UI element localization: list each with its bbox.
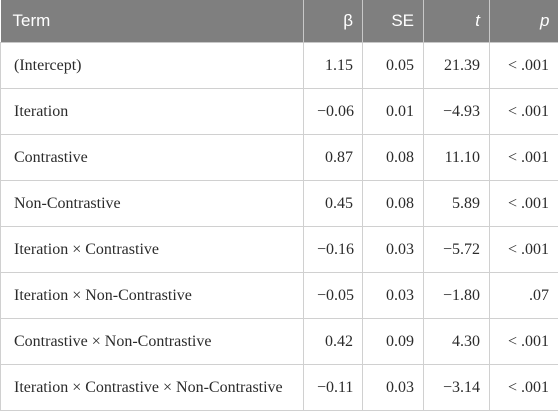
se-cell: 0.05 [362, 42, 424, 89]
beta-cell: −0.06 [303, 88, 363, 135]
t-cell: 21.39 [423, 42, 490, 89]
se-cell: 0.03 [362, 364, 424, 411]
term-cell: Contrastive × Non-Contrastive [0, 318, 304, 365]
header-p: p [489, 0, 558, 43]
table-row: Contrastive 0.87 0.08 11.10 < .001 [0, 134, 558, 181]
t-cell: −5.72 [423, 226, 490, 273]
term-cell: Non-Contrastive [0, 180, 304, 227]
t-cell: −1.80 [423, 272, 490, 319]
se-cell: 0.08 [362, 134, 424, 181]
header-se: SE [362, 0, 424, 43]
se-cell: 0.08 [362, 180, 424, 227]
beta-cell: 0.87 [303, 134, 363, 181]
se-cell: 0.03 [362, 226, 424, 273]
beta-cell: −0.11 [303, 364, 363, 411]
t-cell: 4.30 [423, 318, 490, 365]
header-row: Term β SE t p [0, 0, 558, 43]
term-cell: Contrastive [0, 134, 304, 181]
header-beta: β [303, 0, 363, 43]
table-row: Iteration −0.06 0.01 −4.93 < .001 [0, 88, 558, 135]
t-cell: −4.93 [423, 88, 490, 135]
p-cell: < .001 [489, 88, 558, 135]
p-cell: < .001 [489, 318, 558, 365]
table-row: Contrastive × Non-Contrastive 0.42 0.09 … [0, 318, 558, 365]
se-cell: 0.03 [362, 272, 424, 319]
t-cell: −3.14 [423, 364, 490, 411]
term-cell: (Intercept) [0, 42, 304, 89]
t-cell: 5.89 [423, 180, 490, 227]
table-row: Iteration × Contrastive × Non-Contrastiv… [0, 364, 558, 411]
table-row: Iteration × Non-Contrastive −0.05 0.03 −… [0, 272, 558, 319]
term-cell: Iteration × Contrastive × Non-Contrastiv… [0, 364, 304, 411]
beta-cell: 0.42 [303, 318, 363, 365]
se-cell: 0.09 [362, 318, 424, 365]
p-cell: < .001 [489, 364, 558, 411]
header-term: Term [0, 0, 304, 43]
beta-cell: 1.15 [303, 42, 363, 89]
beta-cell: −0.16 [303, 226, 363, 273]
p-cell: < .001 [489, 226, 558, 273]
p-cell: < .001 [489, 180, 558, 227]
table-row: (Intercept) 1.15 0.05 21.39 < .001 [0, 42, 558, 89]
term-cell: Iteration [0, 88, 304, 135]
beta-cell: 0.45 [303, 180, 363, 227]
p-cell: .07 [489, 272, 558, 319]
header-t: t [423, 0, 490, 43]
term-cell: Iteration × Non-Contrastive [0, 272, 304, 319]
beta-cell: −0.05 [303, 272, 363, 319]
se-cell: 0.01 [362, 88, 424, 135]
table-row: Iteration × Contrastive −0.16 0.03 −5.72… [0, 226, 558, 273]
table-row: Non-Contrastive 0.45 0.08 5.89 < .001 [0, 180, 558, 227]
term-cell: Iteration × Contrastive [0, 226, 304, 273]
t-cell: 11.10 [423, 134, 490, 181]
p-cell: < .001 [489, 134, 558, 181]
p-cell: < .001 [489, 42, 558, 89]
